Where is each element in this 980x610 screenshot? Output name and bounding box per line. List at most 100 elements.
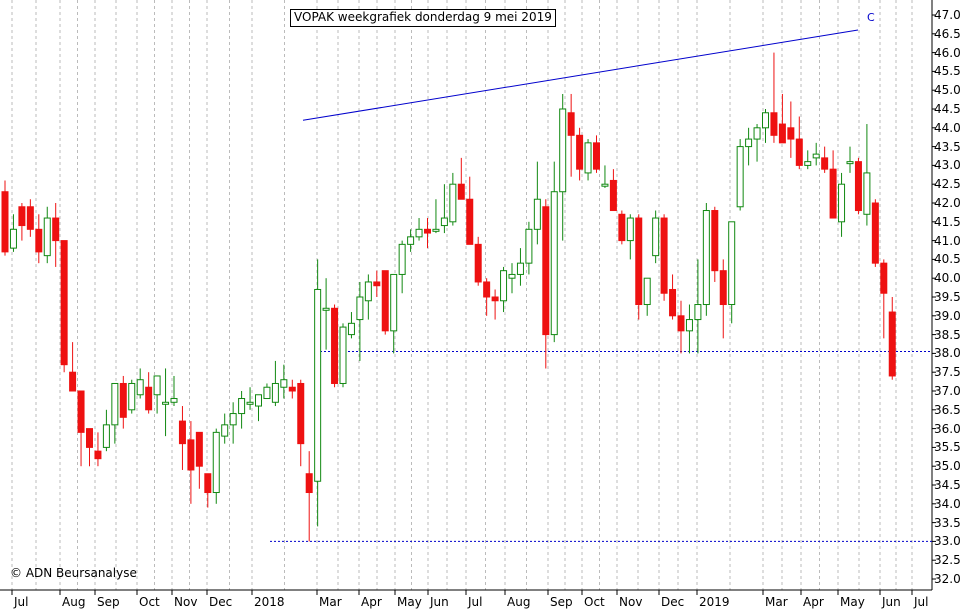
y-tick-label: 40.5 <box>934 252 961 267</box>
y-tick-label: 43.0 <box>934 158 961 173</box>
candle-body <box>593 142 600 170</box>
candle-body <box>880 262 888 294</box>
candle-body <box>812 153 820 159</box>
x-tick-label: Jun <box>430 595 449 609</box>
candle-body <box>94 450 102 460</box>
x-tick-label: Apr <box>803 595 824 609</box>
candle-body <box>762 112 769 129</box>
x-tick-label: May <box>397 595 422 609</box>
candle-body <box>280 379 288 388</box>
candle-body <box>694 304 702 321</box>
y-tick-label: 35.5 <box>934 440 961 455</box>
candle-body <box>52 217 60 242</box>
candle-body <box>339 326 347 384</box>
y-tick-label: 36.5 <box>934 402 961 417</box>
candle-body <box>466 198 474 245</box>
candle-body <box>567 112 575 136</box>
y-tick-label: 34.5 <box>934 478 961 492</box>
candle-body <box>838 183 846 223</box>
candle-body <box>533 198 541 230</box>
x-tick-label: Nov <box>619 595 643 609</box>
trendline-label: C <box>867 11 875 24</box>
x-tick-label: Jun <box>882 595 901 609</box>
candle-body <box>381 270 389 332</box>
candle-body <box>195 431 203 467</box>
candle-body <box>483 281 491 298</box>
candle-body <box>128 382 136 411</box>
x-tick-label: 2019 <box>699 595 730 609</box>
candle-body <box>136 379 144 396</box>
candle-body <box>770 112 778 136</box>
candle-body <box>364 281 372 302</box>
candle-body <box>271 382 279 403</box>
candle-body <box>643 277 651 306</box>
x-tick-label: Mar <box>765 595 788 609</box>
candle-body <box>26 206 34 230</box>
candle-body <box>288 386 296 392</box>
candle-body <box>246 401 254 405</box>
candle-body <box>609 179 617 212</box>
x-tick-label: Mar <box>319 595 342 609</box>
candle-body <box>508 273 516 279</box>
chart-credit: © ADN Beursanalyse <box>10 566 137 580</box>
candle-body <box>728 221 736 306</box>
candle-body <box>854 161 862 212</box>
candle-body <box>736 146 744 208</box>
x-tick-label: Oct <box>139 595 160 609</box>
x-tick-label: Oct <box>584 595 605 609</box>
y-tick-label: 41.0 <box>934 233 961 248</box>
candle-body <box>457 183 465 200</box>
candle-body <box>677 315 685 332</box>
candle-body <box>660 217 668 294</box>
candle-body <box>500 270 508 302</box>
candle-body <box>356 296 364 321</box>
candle-body <box>711 210 719 272</box>
candle-body <box>829 168 837 219</box>
candle-body <box>297 382 305 445</box>
candle-body <box>9 228 17 249</box>
candle-body <box>86 428 93 448</box>
candle-body <box>618 213 626 242</box>
candle-body <box>77 390 85 433</box>
x-tick-label: Sep <box>97 595 120 609</box>
candle-body <box>263 386 271 400</box>
candle-body <box>111 382 119 426</box>
candle-body <box>440 217 448 227</box>
candle-body <box>322 307 330 311</box>
y-tick-label: 32.0 <box>934 572 961 586</box>
candle-body <box>449 183 457 223</box>
candle-body <box>187 439 195 471</box>
candle-body <box>542 206 550 336</box>
x-tick-label: Aug <box>507 595 531 609</box>
candle-body <box>229 413 237 426</box>
candle-body <box>745 138 753 148</box>
candle-body <box>576 134 584 170</box>
y-tick-label: 40.0 <box>934 271 961 286</box>
candle-body <box>626 217 634 242</box>
candle-body <box>153 375 161 396</box>
trend-line <box>302 29 859 121</box>
candle-body <box>778 123 786 144</box>
candle-body <box>795 138 803 166</box>
candle-body <box>347 322 355 336</box>
candle-body <box>238 398 246 415</box>
candle-body <box>871 202 879 264</box>
y-tick-label: 33.0 <box>934 534 961 549</box>
x-tick-label: Jul <box>14 595 29 609</box>
candle-body <box>863 172 871 215</box>
y-tick-label: 47.0 <box>934 8 961 22</box>
y-tick-label: 34.0 <box>934 496 961 511</box>
x-tick-label: Apr <box>361 595 382 609</box>
candle-body <box>702 210 710 306</box>
y-tick-label: 38.5 <box>934 327 961 342</box>
y-tick-label: 42.0 <box>934 196 961 210</box>
candle-body <box>474 243 482 283</box>
candle-body <box>204 473 212 494</box>
x-tick-label: Dec <box>661 595 685 609</box>
candle-body <box>491 296 499 302</box>
x-tick-label: May <box>840 595 865 609</box>
candle-body <box>119 382 127 418</box>
candle-body <box>221 424 229 437</box>
candle-body <box>170 398 178 403</box>
